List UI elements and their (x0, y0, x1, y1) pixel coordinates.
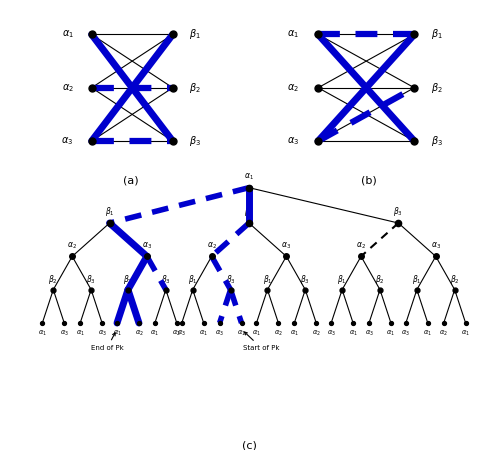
Text: $\alpha_1$: $\alpha_1$ (113, 328, 122, 338)
Text: $\alpha_2$: $\alpha_2$ (207, 241, 217, 252)
Text: $\alpha_1$: $\alpha_1$ (62, 28, 74, 40)
Text: $\alpha_2$: $\alpha_2$ (287, 82, 299, 94)
Text: Start of Pk: Start of Pk (243, 332, 280, 351)
Text: $\alpha_2$: $\alpha_2$ (274, 328, 283, 338)
Text: $\alpha_1$: $\alpha_1$ (38, 328, 47, 338)
Text: $\beta_2$: $\beta_2$ (431, 81, 443, 95)
Text: $\alpha_3$: $\alpha_3$ (287, 135, 299, 147)
Text: $\alpha_1$: $\alpha_1$ (287, 28, 299, 40)
Text: $\alpha_2$: $\alpha_2$ (172, 328, 181, 338)
Text: $\beta_3$: $\beta_3$ (226, 273, 236, 285)
Text: $\alpha_3$: $\alpha_3$ (142, 241, 152, 252)
Text: $\beta_1$: $\beta_1$ (262, 273, 272, 285)
Text: $\alpha_3$: $\alpha_3$ (215, 328, 224, 338)
Text: $\alpha_3$: $\alpha_3$ (98, 328, 107, 338)
Text: $\beta_1$: $\beta_1$ (189, 27, 201, 41)
Text: $\alpha_1$: $\alpha_1$ (252, 328, 261, 338)
Text: $\alpha_3$: $\alpha_3$ (281, 241, 291, 252)
Text: $\alpha_1$: $\alpha_1$ (244, 172, 254, 182)
Text: $\beta_2$: $\beta_2$ (123, 273, 133, 285)
Text: $\beta_2$: $\beta_2$ (375, 273, 385, 285)
Text: $\alpha_1$: $\alpha_1$ (386, 328, 395, 338)
Text: $\alpha_1$: $\alpha_1$ (461, 328, 470, 338)
Text: $\beta_2$: $\beta_2$ (48, 273, 58, 285)
Text: $\alpha_1$: $\alpha_1$ (76, 328, 85, 338)
Text: $\alpha_1$: $\alpha_1$ (150, 328, 159, 338)
Text: $\alpha_2$: $\alpha_2$ (439, 328, 448, 338)
Text: $\beta_2$: $\beta_2$ (244, 205, 254, 218)
Text: $\alpha_2$: $\alpha_2$ (62, 82, 74, 94)
Text: (c): (c) (242, 441, 256, 450)
Text: $\alpha_3$: $\alpha_3$ (431, 241, 441, 252)
Text: $\beta_1$: $\beta_1$ (412, 273, 422, 285)
Text: $\alpha_1$: $\alpha_1$ (237, 328, 246, 338)
Text: $\alpha_3$: $\alpha_3$ (60, 328, 69, 338)
Text: $\beta_3$: $\beta_3$ (431, 134, 443, 148)
Text: $\beta_2$: $\beta_2$ (450, 273, 460, 285)
Text: $\alpha_3$: $\alpha_3$ (61, 135, 74, 147)
Text: $\beta_3$: $\beta_3$ (86, 273, 96, 285)
Text: $\alpha_3$: $\alpha_3$ (327, 328, 336, 338)
Text: $\beta_3$: $\beta_3$ (393, 205, 403, 218)
Text: $\beta_1$: $\beta_1$ (105, 205, 115, 218)
Text: $\beta_1$: $\beta_1$ (337, 273, 347, 285)
Text: $\beta_1$: $\beta_1$ (431, 27, 443, 41)
Text: $\beta_3$: $\beta_3$ (161, 273, 171, 285)
Text: $\beta_3$: $\beta_3$ (189, 134, 201, 148)
Text: $\alpha_2$: $\alpha_2$ (67, 241, 77, 252)
Text: $\alpha_2$: $\alpha_2$ (134, 328, 143, 338)
Text: $\beta_3$: $\beta_3$ (300, 273, 310, 285)
Text: $\alpha_1$: $\alpha_1$ (423, 328, 432, 338)
Text: $\alpha_1$: $\alpha_1$ (199, 328, 208, 338)
Text: End of Pk: End of Pk (91, 333, 124, 351)
Text: $\alpha_3$: $\alpha_3$ (365, 328, 374, 338)
Text: $\alpha_2$: $\alpha_2$ (312, 328, 321, 338)
Text: $\alpha_2$: $\alpha_2$ (356, 241, 366, 252)
Text: $\beta_1$: $\beta_1$ (188, 273, 198, 285)
Text: (b): (b) (361, 176, 376, 186)
Text: $\alpha_3$: $\alpha_3$ (177, 328, 186, 338)
Text: $\alpha_1$: $\alpha_1$ (349, 328, 358, 338)
Text: (a): (a) (124, 176, 139, 186)
Text: $\alpha_3$: $\alpha_3$ (401, 328, 410, 338)
Text: $\beta_2$: $\beta_2$ (189, 81, 201, 95)
Text: $\alpha_1$: $\alpha_1$ (290, 328, 299, 338)
